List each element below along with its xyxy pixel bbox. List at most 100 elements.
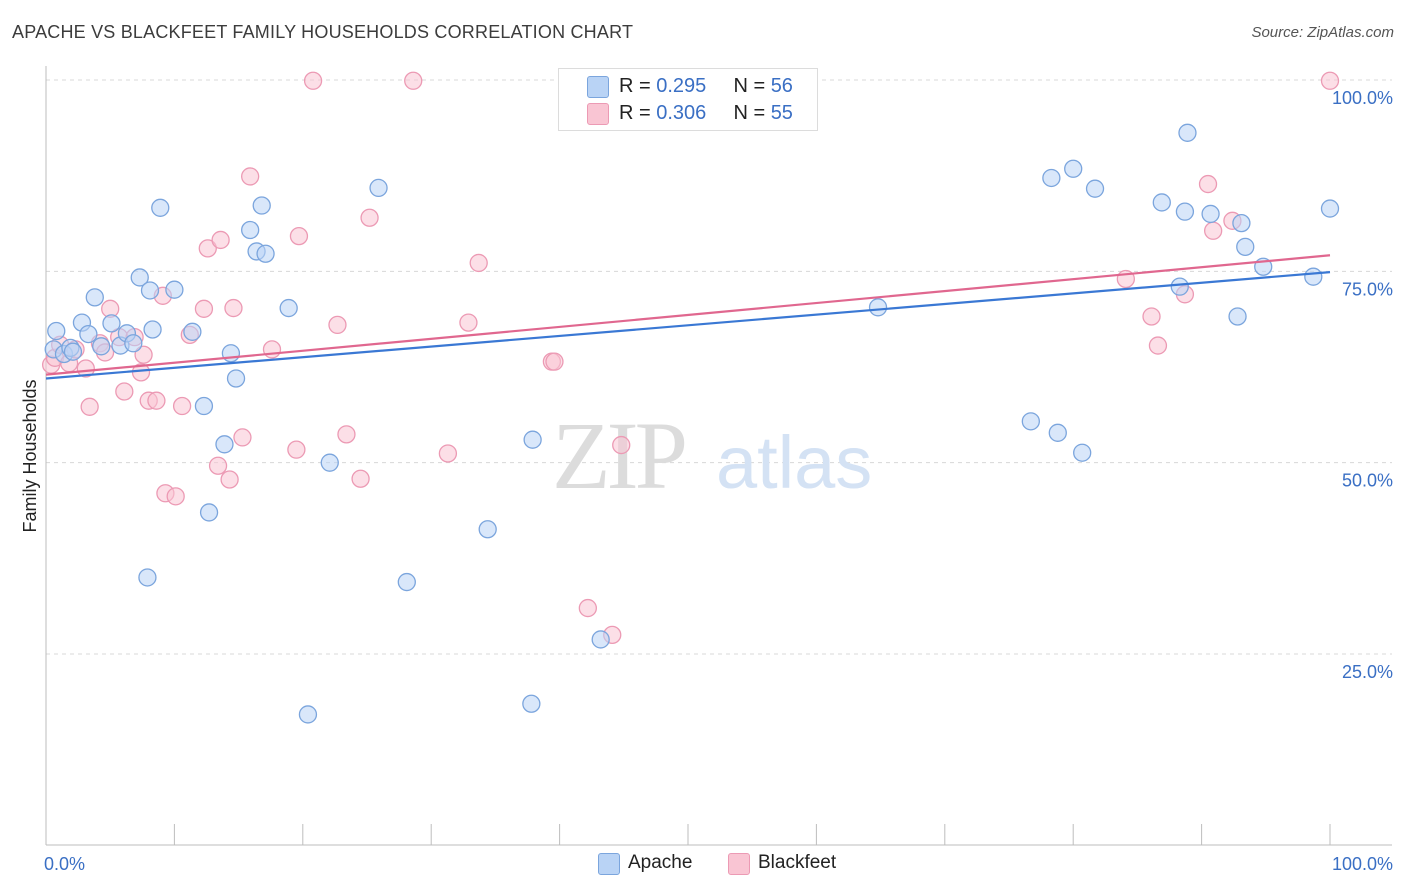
blackfeet-point (578, 598, 597, 618)
blackfeet-point (220, 470, 239, 489)
blackfeet-r-label: R = (619, 102, 657, 124)
apache-point (92, 337, 111, 356)
bottom-apache-swatch (598, 853, 620, 875)
apache-point (1042, 168, 1061, 188)
apache-point (1021, 412, 1040, 431)
blackfeet-point (1142, 307, 1161, 326)
apache-point (1073, 443, 1092, 462)
apache-point (298, 705, 318, 724)
blackfeet-swatch (587, 103, 609, 125)
apache-point (47, 321, 66, 341)
apache-point (1178, 123, 1197, 142)
y-tick-label: 50.0% (1342, 471, 1393, 491)
apache-point (124, 334, 143, 353)
blackfeet-point (1148, 336, 1168, 355)
y-axis-label: Family Households (20, 379, 40, 532)
x-tick-label: 0.0% (44, 854, 85, 874)
chart-title: APACHE VS BLACKFEET FAMILY HOUSEHOLDS CO… (12, 22, 634, 42)
y-tick-label: 75.0% (1342, 279, 1393, 299)
blackfeet-point (241, 167, 260, 186)
apache-point (1064, 159, 1083, 178)
blackfeet-point (76, 359, 95, 378)
apache-point (194, 396, 214, 416)
blackfeet-n-label: N = (733, 102, 771, 124)
grid-lines (46, 79, 1392, 655)
blackfeet-point (208, 456, 228, 475)
apache-point (1152, 193, 1171, 212)
apache-point (151, 198, 170, 217)
apache-point (1304, 267, 1323, 286)
blackfeet-point (262, 340, 282, 359)
correlation-legend: R = 0.295 N = 56 R = 0.306 N = 55 (558, 68, 818, 131)
y-tick-label: 100.0% (1332, 88, 1393, 108)
apache-point (241, 220, 260, 240)
blackfeet-trend-line (45, 254, 1331, 376)
blackfeet-point (194, 299, 214, 318)
apache-point (522, 694, 541, 713)
apache-point (1048, 423, 1067, 442)
blackfeet-point (360, 208, 379, 227)
apache-point (138, 568, 157, 587)
tick-labels: 25.0% 50.0% 75.0% 100.0% 0.0% 100.0% (44, 88, 1393, 874)
blackfeet-point (1320, 71, 1340, 90)
axes (45, 66, 1392, 846)
blackfeet-point (612, 435, 631, 455)
apache-point (1232, 213, 1251, 233)
apache-point (199, 503, 219, 522)
apache-point (868, 298, 888, 317)
blackfeet-point (80, 397, 99, 416)
apache-point (252, 196, 271, 215)
blackfeet-r-value: 0.306 (656, 102, 707, 124)
apache-swatch (587, 76, 609, 98)
blackfeet-point (404, 71, 423, 90)
apache-point (1201, 204, 1220, 224)
bottom-blackfeet-label: Blackfeet (758, 852, 837, 873)
bottom-apache-label: Apache (628, 852, 693, 873)
blackfeet-point (469, 253, 488, 273)
blackfeet-point (1198, 174, 1218, 194)
apache-point (63, 342, 83, 361)
watermark-zip: ZIP (552, 402, 685, 509)
source-label: Source: ZipAtlas.com (1251, 24, 1394, 41)
apache-n-value: 56 (770, 75, 793, 97)
y-tick-label: 25.0% (1342, 662, 1393, 682)
apache-point (1085, 179, 1105, 198)
apache-point (143, 320, 162, 339)
x-tick-label: 100.0% (1332, 854, 1393, 874)
apache-n-label: N = (733, 75, 771, 97)
apache-point (1175, 202, 1195, 221)
apache-trend-line (45, 271, 1331, 380)
apache-point (320, 453, 339, 472)
apache-point (215, 435, 234, 454)
bottom-blackfeet-swatch (728, 853, 750, 875)
watermark: ZIP atlas (552, 402, 872, 509)
apache-r-value: 0.295 (656, 75, 707, 97)
apache-point (130, 268, 149, 287)
apache-point (102, 314, 121, 333)
apache-point (165, 280, 184, 299)
apache-point (369, 178, 388, 198)
blackfeet-point (147, 391, 166, 410)
blackfeet-point (224, 298, 243, 318)
apache-point (79, 324, 98, 344)
blackfeet-point (1204, 221, 1223, 240)
blackfeet-point (233, 428, 252, 447)
apache-point (478, 520, 497, 539)
blackfeet-point (351, 469, 370, 488)
trend-lines (45, 254, 1331, 380)
apache-point (591, 630, 610, 649)
blackfeet-point (545, 352, 564, 371)
apache-point (1170, 277, 1189, 296)
blackfeet-point (438, 444, 458, 463)
apache-r-label: R = (619, 75, 657, 97)
apache-point (221, 344, 241, 363)
watermark-atlas: atlas (716, 421, 872, 504)
apache-point (1236, 237, 1255, 256)
blackfeet-n-value: 55 (770, 102, 793, 124)
series-apache-points (44, 123, 1340, 724)
apache-point (1320, 199, 1340, 218)
apache-point (279, 298, 298, 318)
blackfeet-point (198, 239, 217, 258)
apache-point (140, 281, 160, 300)
